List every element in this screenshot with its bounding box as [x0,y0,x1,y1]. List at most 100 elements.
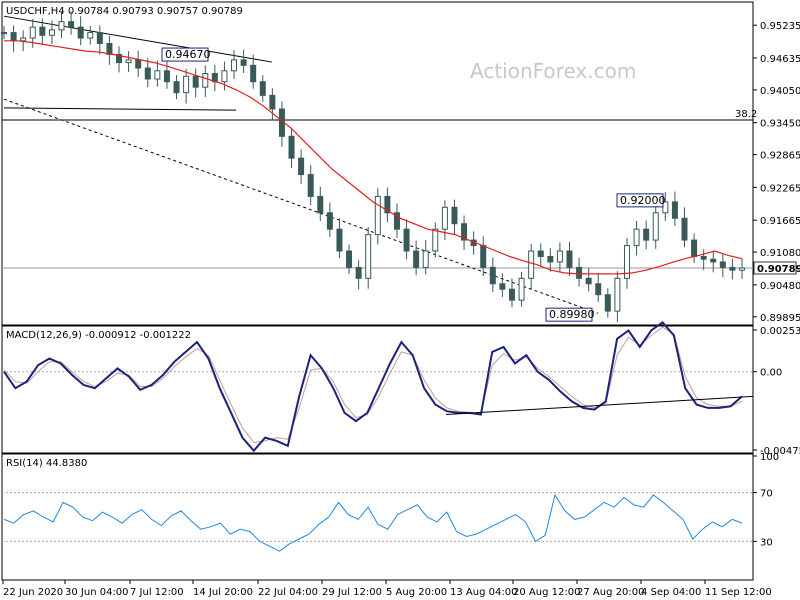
x-tick-label: 14 Jul 20:00 [193,587,253,598]
candle-body [576,266,583,279]
macd-layer [2,320,754,453]
rsi-tick-label: 30 [760,537,773,548]
rsi-layer [2,492,753,552]
price-tick-label: 0.92265 [760,183,800,194]
candle-body [288,135,295,159]
candle-body [374,195,381,236]
candle-body [326,212,333,230]
annotation-label: 0.89980 [549,308,595,321]
candle-body [125,59,132,64]
price-header: USDCHF,H4 0.90784 0.90793 0.90757 0.9078… [6,6,243,17]
candle-body [269,94,276,110]
candle-body [719,261,726,268]
candle-body [87,32,94,39]
x-tick-label: 29 Jul 12:00 [322,587,382,598]
candle-body [1,32,7,35]
candle-body [355,266,362,279]
candle-body [508,288,515,301]
candle-body [307,174,314,197]
candle-body [29,26,36,39]
candle-body [48,29,55,36]
macd-header: MACD(12,26,9) -0.000912 -0.001222 [6,330,191,341]
candle-body [183,75,190,94]
price-tick-label: 0.91665 [760,216,800,227]
candle-body [58,21,65,31]
candle-body [652,212,659,241]
candle-body [614,277,621,312]
candle-body [441,206,448,230]
candle-body [499,283,506,290]
candle-body [317,195,324,214]
sma-line [4,40,743,275]
candle-body [393,212,400,230]
macd-tick-label: 0.002532 [760,326,800,337]
candle-body [403,228,410,252]
macd-tick-label: -0.004756 [760,446,800,457]
annotation-box [545,307,593,322]
macd-trendline [445,395,754,415]
candle-body [20,37,27,42]
candle-body [691,239,698,257]
last-price-label: 0.90789 [757,264,800,275]
candle-body [106,42,113,55]
candle-body [240,59,247,66]
candle-body [68,21,75,28]
macd-line [3,320,743,453]
price-tick-label: 0.95235 [760,21,800,32]
price-layer: 38.2 0.94670 0.92000 0.89980 [1,11,757,322]
candle-body [116,53,123,64]
candle-body [432,228,439,252]
candle-body [96,32,103,44]
candle-body [135,59,142,69]
candle-body [202,73,209,88]
axis-layer: 0.95235 0.94635 0.94050 0.93450 0.92865 0.922… [2,21,800,598]
candle-body [336,228,343,252]
candle-body [173,81,180,94]
price-tick-label: 0.93450 [760,119,800,130]
upper-channel-line [3,15,273,63]
candle-body [566,250,573,268]
rsi-tick-label: 100 [760,452,779,463]
candle-body [556,250,563,263]
candle-body [77,26,84,39]
annotation-box [616,193,664,208]
candle-body [710,258,717,263]
price-tick-label: 0.94635 [760,54,800,65]
x-tick-label: 13 Aug 04:00 [450,587,517,598]
candle-body [604,294,611,312]
x-tick-label: 22 Jul 04:00 [258,587,318,598]
candle-body [221,70,228,83]
candle-body [585,277,592,285]
x-tick-label: 20 Aug 12:00 [513,587,580,598]
candle-body [154,70,161,80]
candle-body [39,26,46,36]
candle-body [413,250,420,268]
candle-body [384,195,391,214]
x-tick-label: 5 Aug 20:00 [386,587,447,598]
rsi-header: RSI(14) 44.8380 [6,458,87,469]
annotation-label: 0.94670 [165,48,211,61]
candle-body [633,228,640,247]
candle-body [729,266,736,271]
candle-body [518,277,525,301]
candle-body [163,70,170,83]
x-tick-label: 4 Sep 04:00 [641,587,701,598]
x-tick-label: 11 Sep 12:00 [705,587,772,598]
candle-body [547,255,554,263]
candle-body [461,223,468,241]
candle-body [671,201,678,219]
candle-body [259,81,266,96]
candle-body [623,245,630,279]
price-tick-label: 0.92865 [760,151,800,162]
candle-body [643,228,650,241]
candle-body [528,250,535,279]
candle-body [192,75,199,88]
price-tick-label: 0.89895 [760,313,800,324]
candle-body [250,64,257,83]
lower-channel-line [3,107,237,111]
rsi-tick-label: 70 [760,489,773,500]
candle-body [595,283,602,296]
candle-body [346,250,353,268]
rsi-panel-frame [1,453,754,581]
